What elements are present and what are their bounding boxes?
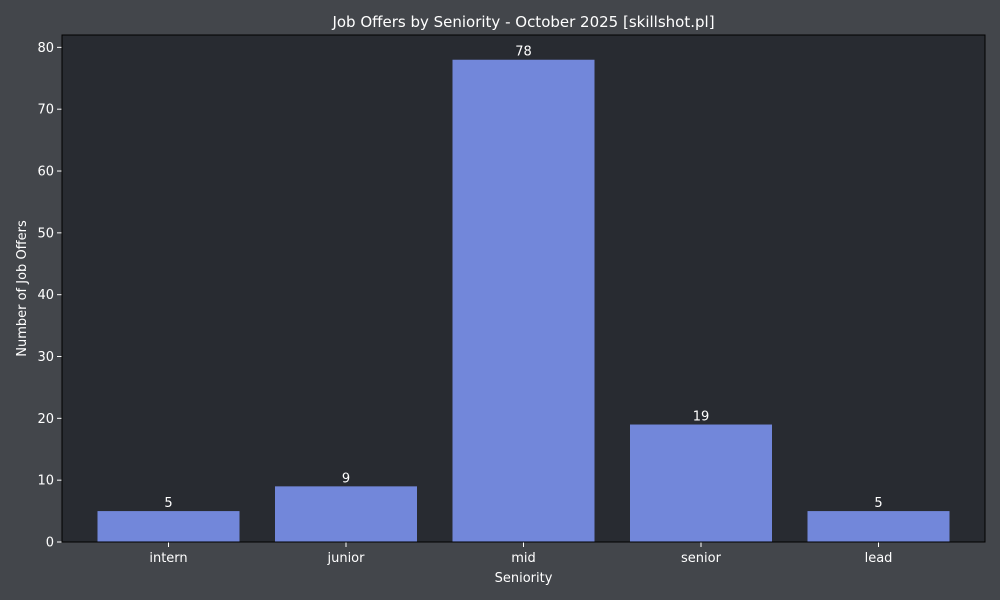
x-tick-label-mid: mid — [511, 551, 536, 566]
y-tick-label-80: 80 — [37, 41, 54, 56]
bar-junior — [275, 486, 417, 542]
y-tick-label-10: 10 — [37, 474, 54, 489]
y-tick-label-30: 30 — [37, 350, 54, 365]
data-labels-layer: 5 9 78 19 5 — [164, 45, 882, 511]
data-label-senior: 19 — [693, 410, 710, 425]
y-tick-label-0: 0 — [46, 536, 54, 551]
y-axis: 0 10 20 30 40 50 60 70 80 — [37, 41, 62, 551]
bar-mid — [452, 59, 595, 542]
y-tick-label-60: 60 — [37, 165, 54, 180]
x-tick-label-senior: senior — [681, 551, 722, 566]
plot-frame — [61, 34, 986, 543]
y-tick-label-50: 50 — [37, 226, 54, 241]
bars-layer — [97, 59, 950, 542]
y-tick-label-20: 20 — [37, 412, 54, 427]
bar-lead — [807, 511, 950, 542]
x-tick-label-intern: intern — [149, 551, 187, 566]
data-label-lead: 5 — [874, 496, 882, 511]
data-label-intern: 5 — [164, 496, 172, 511]
y-tick-label-70: 70 — [37, 103, 54, 118]
data-label-mid: 78 — [515, 45, 532, 60]
x-axis-label: Seniority — [495, 571, 553, 586]
x-tick-label-junior: junior — [326, 551, 365, 566]
x-axis: intern junior mid senior lead — [149, 542, 892, 566]
bar-senior — [630, 424, 772, 542]
y-axis-label: Number of Job Offers — [15, 220, 30, 357]
x-tick-label-lead: lead — [865, 551, 893, 566]
y-tick-label-40: 40 — [37, 288, 54, 303]
bar-intern — [97, 511, 240, 542]
data-label-junior: 9 — [342, 471, 350, 486]
chart-title: Job Offers by Seniority - October 2025 [… — [331, 13, 714, 31]
